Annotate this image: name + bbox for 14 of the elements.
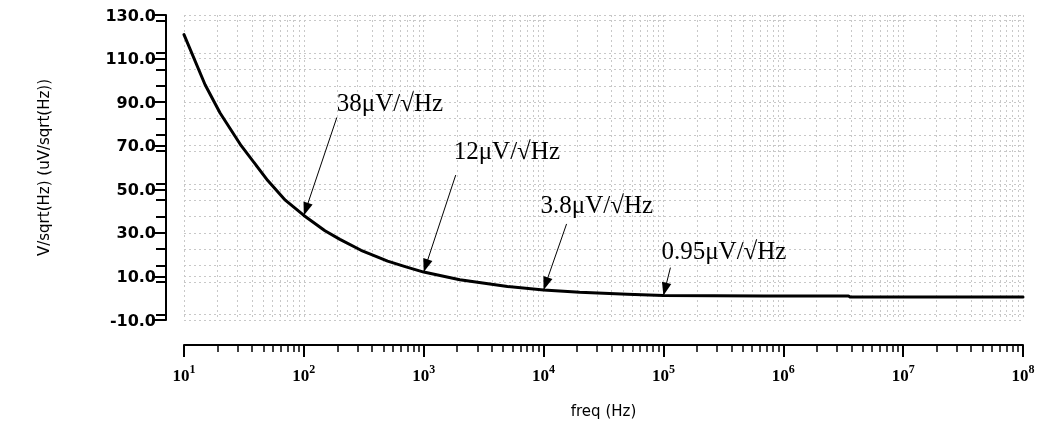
- x-axis-title: freq (Hz): [570, 401, 637, 420]
- y-tick-label: 110.0: [105, 49, 156, 69]
- y-tick-label: 50.0: [116, 179, 156, 199]
- annotation: 38μV/√Hz: [336, 88, 444, 116]
- y-tick-label: -10.0: [109, 310, 156, 330]
- annotation: 12μV/√Hz: [453, 136, 560, 164]
- annotation: 0.95μV/√Hz: [661, 237, 787, 265]
- y-tick-label: 130.0: [105, 5, 156, 25]
- y-tick-label: 70.0: [116, 136, 156, 156]
- y-tick-label: 90.0: [116, 92, 156, 112]
- y-tick-label: 10.0: [116, 266, 156, 286]
- y-axis-title: V/sqrt(Hz) (uV/sqrt(Hz)): [34, 78, 53, 257]
- y-tick-label: 30.0: [116, 223, 156, 243]
- annotation: 3.8μV/√Hz: [540, 191, 654, 219]
